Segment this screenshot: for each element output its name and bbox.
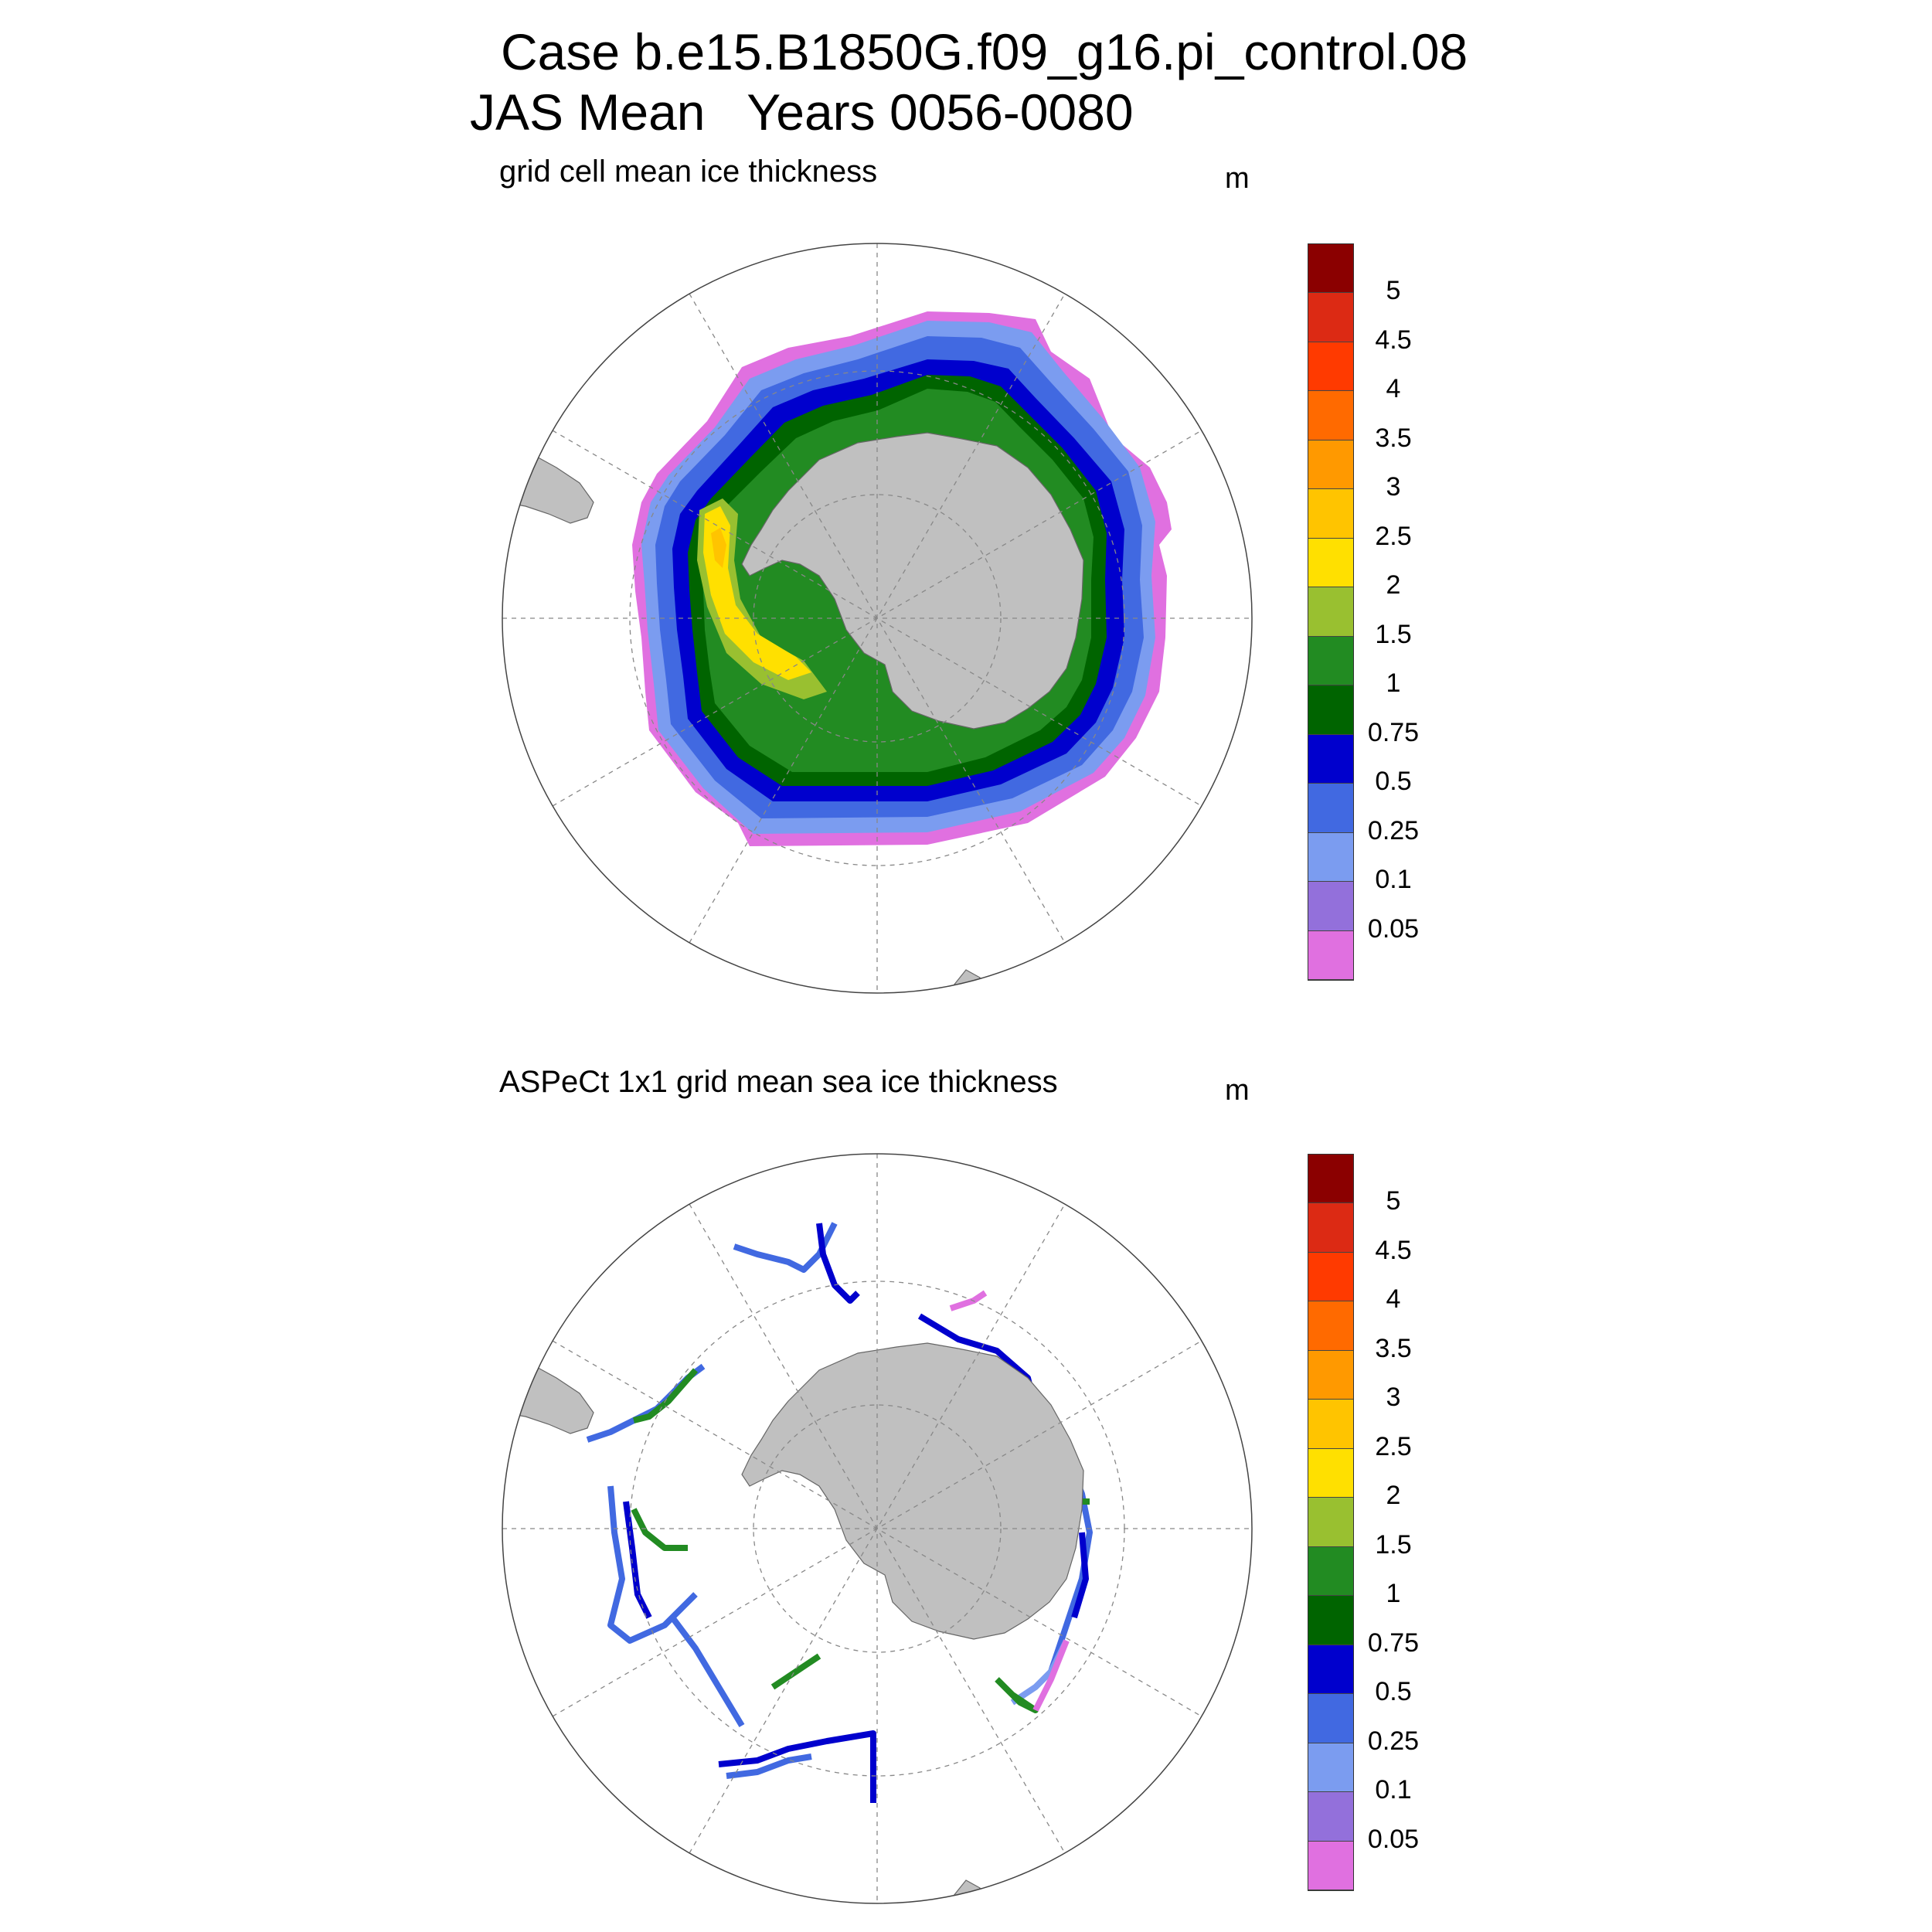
colorbar-swatch	[1308, 342, 1353, 392]
colorbar-swatch	[1308, 587, 1353, 637]
panel1-polar-map	[502, 243, 1253, 994]
track-2	[633, 1368, 699, 1423]
colorbar-swatch	[1308, 1252, 1353, 1302]
colorbar-swatch	[1308, 784, 1353, 833]
colorbar-swatch	[1308, 1841, 1353, 1890]
track-19	[1071, 1532, 1089, 1619]
colorbar-swatch	[1308, 685, 1353, 735]
colorbar-tick-label: 3	[1386, 1383, 1401, 1413]
panel1-graticule	[502, 243, 1252, 993]
track-8	[726, 1753, 812, 1779]
colorbar-tick-label: 0.75	[1367, 717, 1420, 747]
colorbar-tick-label: 5	[1386, 276, 1401, 306]
colorbar-tick-label: 2	[1386, 570, 1401, 600]
new-zealand-land	[950, 1879, 981, 1903]
track-11	[816, 1223, 860, 1304]
colorbar-swatch	[1308, 1400, 1353, 1449]
colorbar-swatch	[1308, 538, 1353, 588]
colorbar-swatch	[1308, 930, 1353, 980]
track-6	[669, 1615, 745, 1728]
panel1-title: grid cell mean ice thickness	[499, 155, 878, 189]
colorbar-swatch	[1308, 1448, 1353, 1498]
colorbar-swatch	[1308, 1694, 1353, 1743]
panel1-colorbar	[1308, 243, 1354, 981]
colorbar-swatch	[1308, 391, 1353, 440]
antarctica-land	[741, 1342, 1084, 1640]
colorbar-swatch	[1308, 1645, 1353, 1695]
colorbar-tick-label: 1.5	[1375, 1529, 1412, 1560]
colorbar-tick-label: 0.5	[1375, 1677, 1412, 1707]
colorbar-tick-label: 3.5	[1375, 1333, 1412, 1363]
panel2-title: ASPeCt 1x1 grid mean sea ice thickness	[499, 1065, 1058, 1099]
colorbar-swatch	[1308, 1350, 1353, 1400]
new-zealand-land	[950, 969, 981, 993]
track-7	[718, 1730, 876, 1803]
colorbar-swatch	[1308, 1301, 1353, 1351]
colorbar-tick-label: 1	[1386, 668, 1401, 699]
colorbar-swatch	[1308, 882, 1353, 931]
colorbar-tick-label: 0.05	[1367, 913, 1420, 944]
ice-thick-weddell-2.5	[703, 506, 811, 680]
colorbar-tick-label: 4	[1386, 1284, 1401, 1315]
colorbar-swatch	[1308, 440, 1353, 490]
panel2-colorbar	[1308, 1154, 1354, 1891]
track-4	[623, 1501, 652, 1619]
colorbar-tick-label: 2	[1386, 1481, 1401, 1511]
colorbar-swatch	[1308, 1498, 1353, 1547]
colorbar-swatch	[1308, 244, 1353, 294]
colorbar-tick-label: 0.1	[1375, 865, 1412, 895]
colorbar-tick-label: 2.5	[1375, 1431, 1412, 1461]
colorbar-tick-label: 3.5	[1375, 423, 1412, 453]
colorbar-tick-label: 1	[1386, 1579, 1401, 1609]
track-10	[733, 1222, 838, 1273]
figure-title-period: JAS Mean Years 0056-0080	[470, 83, 1134, 141]
antarctica-land	[741, 432, 1084, 730]
track-13	[949, 1290, 988, 1311]
track-17	[995, 1677, 1039, 1713]
colorbar-tick-label: 2.5	[1375, 521, 1412, 551]
ice-thick-weddell-2	[697, 498, 827, 699]
colorbar-swatch	[1308, 636, 1353, 686]
colorbar-tick-label: 4.5	[1375, 1235, 1412, 1265]
track-3	[607, 1485, 698, 1644]
colorbar-tick-label: 4.5	[1375, 325, 1412, 355]
track-5	[631, 1508, 688, 1551]
colorbar-swatch	[1308, 293, 1353, 342]
colorbar-tick-label: 5	[1386, 1186, 1401, 1216]
colorbar-swatch	[1308, 489, 1353, 539]
ship-tracks	[586, 1222, 1093, 1803]
figure-title-case: Case b.e15.B1850G.f09_g16.pi_control.08	[501, 23, 1468, 80]
colorbar-swatch	[1308, 1203, 1353, 1253]
panel2-graticule	[502, 1154, 1252, 1903]
track-9	[770, 1653, 821, 1690]
colorbar-swatch	[1308, 1743, 1353, 1793]
colorbar-tick-label: 1.5	[1375, 619, 1412, 649]
panel2-polar-map	[502, 1153, 1253, 1904]
colorbar-swatch	[1308, 832, 1353, 883]
colorbar-tick-label: 0.75	[1367, 1628, 1420, 1658]
south-america-land	[502, 1360, 594, 1434]
colorbar-tick-label: 0.25	[1367, 1726, 1420, 1756]
colorbar-swatch	[1308, 1546, 1353, 1597]
colorbar-tick-label: 4	[1386, 374, 1401, 404]
south-america-land	[502, 450, 594, 524]
colorbar-tick-label: 0.25	[1367, 815, 1420, 845]
colorbar-tick-label: 0.05	[1367, 1824, 1420, 1854]
panel2-units: m	[1225, 1074, 1250, 1107]
colorbar-tick-label: 3	[1386, 472, 1401, 502]
ice-thick-weddell-3	[711, 528, 726, 568]
colorbar-swatch	[1308, 1596, 1353, 1645]
colorbar-tick-label: 0.1	[1375, 1775, 1412, 1805]
colorbar-tick-label: 0.5	[1375, 767, 1412, 797]
colorbar-swatch	[1308, 734, 1353, 784]
panel1-units: m	[1225, 162, 1250, 195]
track-18	[1032, 1639, 1070, 1712]
colorbar-swatch	[1308, 1155, 1353, 1204]
colorbar-swatch	[1308, 1792, 1353, 1842]
